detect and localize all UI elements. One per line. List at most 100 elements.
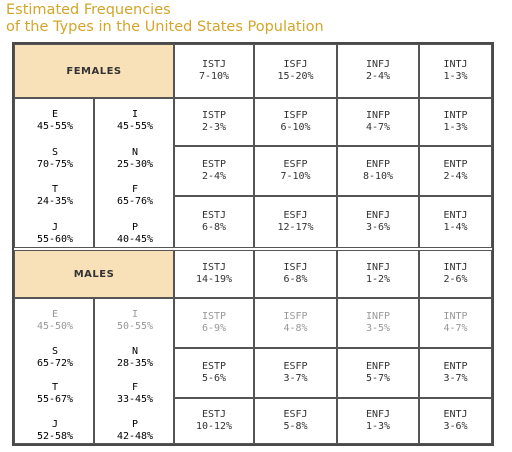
males-pref-T: T 55-67% xyxy=(15,382,95,406)
type-code: INTP xyxy=(443,110,468,121)
males-type-cell: ENTP 3-7% xyxy=(419,348,492,398)
type-frequency: 2-4% xyxy=(365,71,391,82)
males-type-cell: ESTP 5-6% xyxy=(174,348,254,398)
type-frequency: 2-3% xyxy=(201,122,227,133)
pref-letter: P xyxy=(131,418,139,430)
title-line-2: of the Types in the United States Popula… xyxy=(6,19,324,35)
type-frequency: 14-19% xyxy=(195,274,233,285)
pref-value: 65-72% xyxy=(36,357,74,369)
type-code: ESTP xyxy=(201,159,227,170)
males-type-cell: ENFJ 1-3% xyxy=(337,398,419,444)
pref-letter: T xyxy=(51,382,59,393)
type-frequency: 6-9% xyxy=(201,323,227,334)
type-frequency: 7-10% xyxy=(198,71,230,82)
males-header: MALES xyxy=(14,250,174,298)
type-frequency: 3-6% xyxy=(443,421,468,432)
pref-value: 52-58% xyxy=(36,430,74,442)
type-code: ENFP xyxy=(365,361,391,372)
pref-letter: J xyxy=(51,221,59,233)
females-type-cell: ESFJ 12-17% xyxy=(254,196,337,248)
pref-letter: I xyxy=(131,109,139,120)
type-frequency: 6-8% xyxy=(283,274,308,285)
type-code: ESFP xyxy=(283,159,308,170)
females-type-cell: ENFJ 3-6% xyxy=(337,196,419,248)
type-frequency: 6-10% xyxy=(280,122,311,133)
pref-value: 45-55% xyxy=(36,121,74,132)
pref-value: 42-48% xyxy=(116,430,154,442)
pref-value: 40-45% xyxy=(116,233,154,245)
type-frequency: 1-4% xyxy=(443,222,468,233)
pref-value: 33-45% xyxy=(116,394,154,405)
frequency-table: FEMALES ISTJ 7-10% ISFJ 15-20% INFJ 2-4% INTJ 1-… xyxy=(12,42,494,446)
males-pref-E: E 45-50% xyxy=(15,309,95,333)
title-line-1: Estimated Frequencies xyxy=(6,2,171,18)
type-frequency: 15-20% xyxy=(277,71,314,82)
pref-value: 45-50% xyxy=(36,321,74,332)
pref-letter: T xyxy=(51,184,59,195)
males-type-cell: INTJ 2-6% xyxy=(419,250,492,298)
type-frequency: 4-7% xyxy=(365,122,391,133)
pref-value: 45-55% xyxy=(116,121,154,132)
males-pref-column-left: E 45-50% S 65-72% T 55-67% J 52-58% xyxy=(14,298,94,444)
type-frequency: 4-7% xyxy=(443,323,468,334)
type-code: INTJ xyxy=(443,59,468,70)
males-type-cell: ISTP 6-9% xyxy=(174,298,254,348)
males-type-cell: ENTJ 3-6% xyxy=(419,398,492,444)
type-frequency: 1-3% xyxy=(443,71,468,82)
males-type-cell: INFP 3-5% xyxy=(337,298,419,348)
females-pref-I: I 45-55% xyxy=(95,109,175,133)
males-type-cell: ISFJ 6-8% xyxy=(254,250,337,298)
type-code: ESFP xyxy=(283,361,308,372)
males-pref-F: F 33-45% xyxy=(95,382,175,406)
pref-value: 25-30% xyxy=(116,158,154,170)
males-type-cell: ISFP 4-8% xyxy=(254,298,337,348)
males-pref-P: P 42-48% xyxy=(95,419,175,443)
females-pref-column-right: I 45-55% N 25-30% F 65-76% P 40-45% xyxy=(94,98,174,248)
type-frequency: 4-8% xyxy=(283,323,308,334)
females-type-cell: ISTJ 7-10% xyxy=(174,44,254,98)
pref-letter: S xyxy=(51,345,59,357)
males-pref-J: J 52-58% xyxy=(15,419,95,443)
type-frequency: 5-6% xyxy=(201,373,227,384)
type-code: INFP xyxy=(365,311,391,322)
pref-value: 65-76% xyxy=(116,196,154,207)
females-pref-F: F 65-76% xyxy=(95,184,175,208)
pref-letter: E xyxy=(51,309,59,320)
type-code: ISFP xyxy=(283,311,308,322)
type-code: ENTJ xyxy=(443,409,468,420)
pref-letter: N xyxy=(131,345,139,357)
males-pref-I: I 50-55% xyxy=(95,309,175,333)
females-pref-S: S 70-75% xyxy=(15,147,95,171)
type-frequency: 12-17% xyxy=(277,222,314,233)
type-code: INTP xyxy=(443,311,468,322)
females-type-cell: ENTJ 1-4% xyxy=(419,196,492,248)
males-pref-S: S 65-72% xyxy=(15,346,95,370)
type-code: INFP xyxy=(365,110,391,121)
pref-value: 28-35% xyxy=(116,357,154,369)
pref-letter: S xyxy=(51,146,59,158)
type-code: INFJ xyxy=(365,262,391,273)
type-frequency: 10-12% xyxy=(195,421,233,432)
pref-value: 50-55% xyxy=(116,321,154,332)
females-type-cell: ESTJ 6-8% xyxy=(174,196,254,248)
type-code: ESTP xyxy=(201,361,227,372)
type-frequency: 3-7% xyxy=(443,373,468,384)
males-label: MALES xyxy=(73,268,115,280)
females-type-cell: ISFJ 15-20% xyxy=(254,44,337,98)
type-frequency: 1-3% xyxy=(443,122,468,133)
females-header: FEMALES xyxy=(14,44,174,98)
females-type-cell: ESFP 7-10% xyxy=(254,146,337,196)
type-code: ISFJ xyxy=(283,59,308,70)
pref-letter: F xyxy=(131,184,139,195)
type-frequency: 6-8% xyxy=(201,222,227,233)
pref-letter: F xyxy=(131,382,139,393)
type-frequency: 5-7% xyxy=(365,373,391,384)
males-type-cell: ENFP 5-7% xyxy=(337,348,419,398)
type-code: ESFJ xyxy=(283,210,308,221)
pref-letter: N xyxy=(131,146,139,158)
pref-letter: I xyxy=(131,309,139,320)
type-code: ESTJ xyxy=(201,409,227,420)
type-code: ISTJ xyxy=(201,59,227,70)
type-code: ENTP xyxy=(443,361,468,372)
males-type-cell: INFJ 1-2% xyxy=(337,250,419,298)
